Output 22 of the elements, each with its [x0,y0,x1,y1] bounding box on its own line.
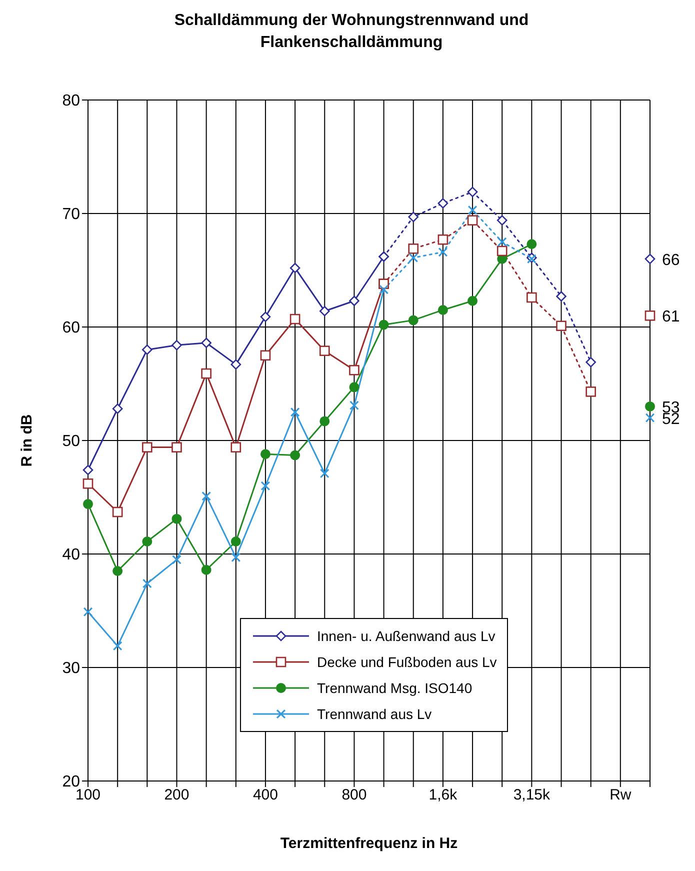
y-tick-label: 40 [62,546,80,564]
y-tick-label: 80 [62,92,80,110]
x-tick-label: Rw [610,786,632,804]
chart-title: Schalldämmung der Wohnungstrennwand und Flankenschalldämmung [173,11,530,53]
x-tick-label: 400 [252,786,278,804]
x-tick-label: 200 [164,786,190,804]
legend-label: Trennwand aus Lv [317,706,432,722]
y-tick-label: 50 [62,433,80,450]
y-tick-label: 30 [62,660,80,678]
x-tick-label: 100 [75,786,101,804]
x-axis-title: Terzmittenfrequenz in Hz [280,835,458,852]
legend-label: Innen- u. Außenwand aus Lv [317,628,496,644]
data-label: 61 [662,308,680,326]
y-axis-title: R in dB [18,414,36,467]
y-tick-label: 70 [62,206,80,224]
x-tick-label: 1,6k [428,786,458,804]
y-tick-label: 60 [62,320,80,337]
legend-label: Trennwand Msg. ISO140 [317,680,472,696]
x-tick-label: 3,15k [513,786,551,804]
legend-label: Decke und Fußboden aus Lv [317,654,497,670]
data-label: 66 [662,252,680,269]
x-tick-label: 800 [342,786,367,804]
